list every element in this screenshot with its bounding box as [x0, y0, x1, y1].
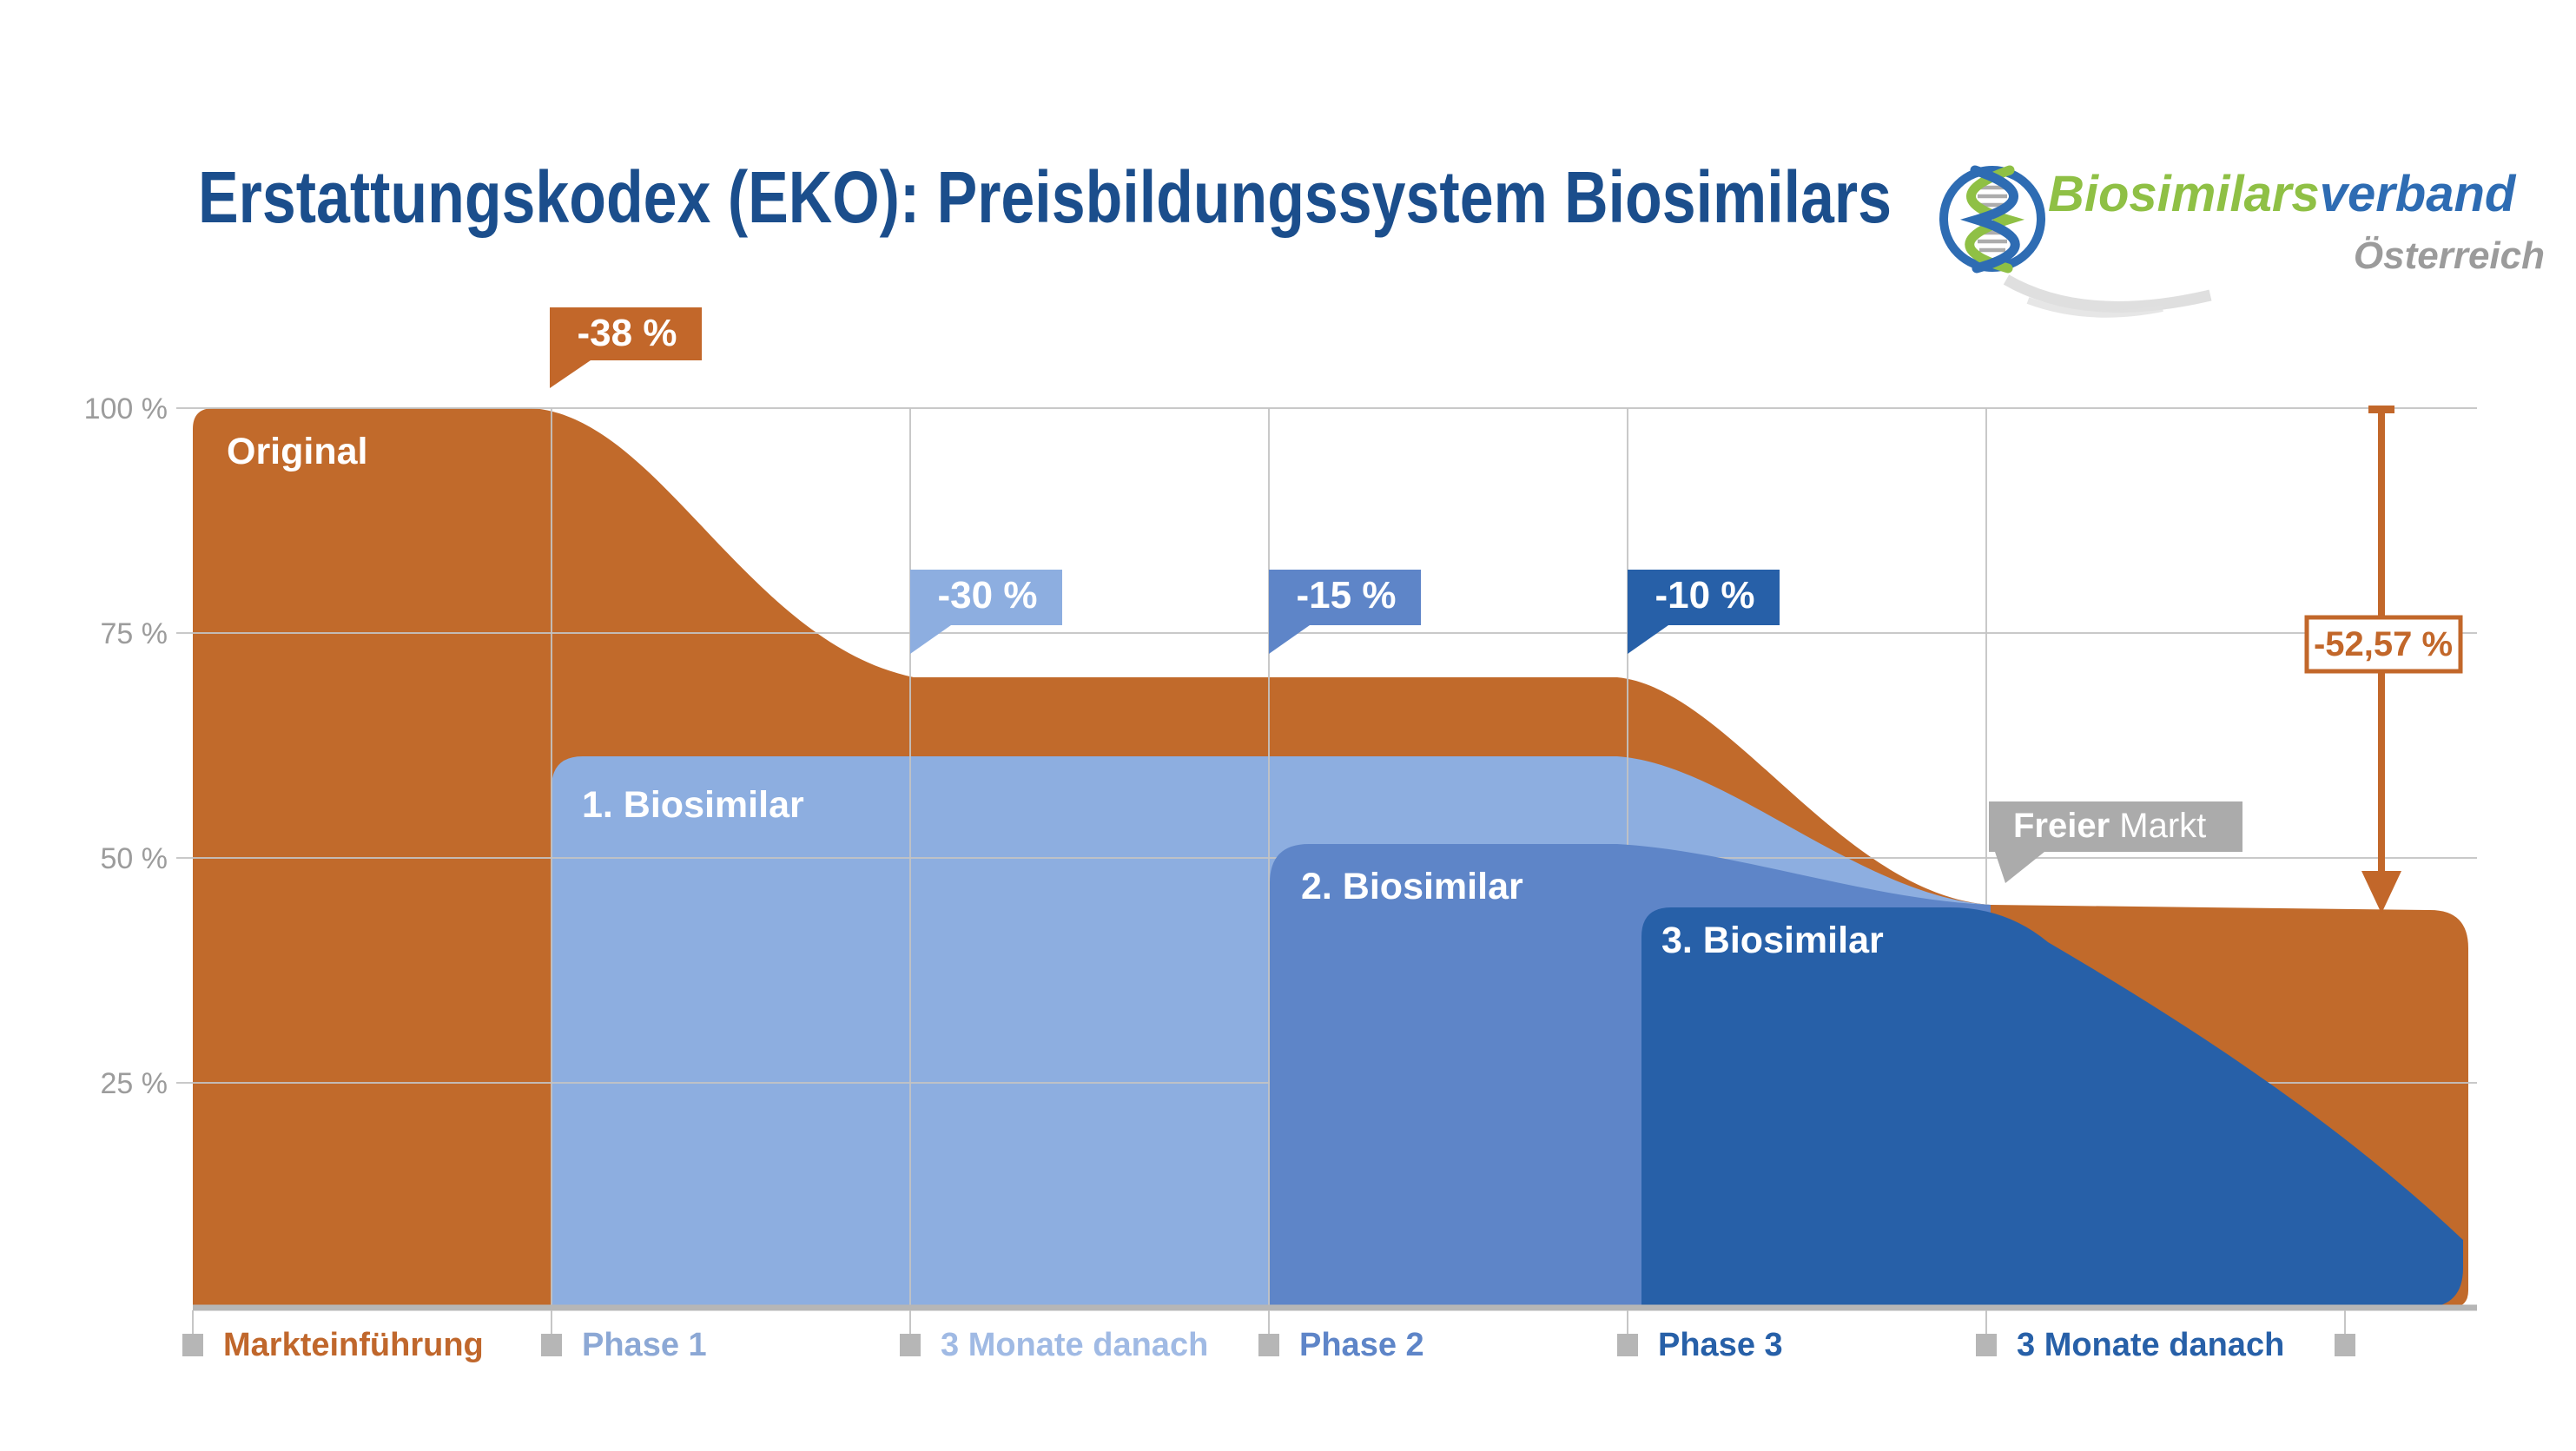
logo-shadow-swoosh-icon	[2003, 274, 2212, 313]
x-label-phase1: Phase 1	[582, 1327, 707, 1363]
arrow-head-icon	[2361, 871, 2401, 913]
y-label-75: 75 %	[101, 617, 168, 650]
x-label-markteinfuehrung: Markteinführung	[223, 1327, 484, 1363]
tick-phase1	[541, 1310, 562, 1356]
callout-10: -10 %	[1628, 570, 1780, 654]
callout-38-text: -38 %	[578, 312, 677, 354]
area-labels: Original 1. Biosimilar 2. Biosimilar 3. …	[227, 431, 1884, 961]
label-biosimilar-3: 3. Biosimilar	[1661, 920, 1884, 961]
free-market-callout: Freier Markt	[1989, 801, 2242, 883]
callout-38-bubble	[550, 307, 702, 388]
tick-phase3	[1617, 1310, 1638, 1356]
x-label-3monate-1: 3 Monate danach	[941, 1327, 1208, 1363]
area-biosimilar-3	[1641, 907, 2463, 1308]
y-label-25: 25 %	[101, 1067, 168, 1100]
label-original: Original	[227, 431, 367, 472]
dna-strand-green-icon	[1965, 165, 2025, 274]
callout-10-bubble	[1628, 570, 1780, 654]
tick-markteinfuehrung	[182, 1310, 203, 1356]
tick-phase2	[1258, 1310, 1279, 1356]
tick-3monate-2	[1976, 1310, 1997, 1356]
free-market-word1: Freier	[2013, 807, 2119, 845]
x-label-phase2: Phase 2	[1299, 1327, 1424, 1363]
callout-10-text: -10 %	[1655, 574, 1755, 617]
logo-wordmark: Biosimilarsverband	[2048, 166, 2517, 222]
free-market-word2: Markt	[2119, 807, 2206, 845]
x-axis-ticks	[182, 1310, 2355, 1356]
free-market-text: Freier Markt	[2013, 807, 2206, 845]
x-axis-labels: Markteinführung Phase 1 3 Monate danach …	[223, 1327, 2284, 1363]
y-axis-labels: 100 % 75 % 50 % 25 %	[84, 392, 168, 1100]
callout-30-bubble	[910, 570, 1062, 654]
tick-end	[2335, 1310, 2355, 1356]
y-label-100: 100 %	[84, 392, 168, 425]
x-label-3monate-2: 3 Monate danach	[2017, 1327, 2284, 1363]
callout-38: -38 %	[550, 307, 702, 388]
label-biosimilar-1: 1. Biosimilar	[582, 784, 804, 826]
callout-30: -30 %	[910, 570, 1062, 654]
total-reduction-annotation: -52,57 %	[2304, 406, 2463, 913]
logo-wordmark-biosimilars: Biosimilars	[2048, 166, 2320, 222]
free-market-bubble	[1989, 801, 2242, 883]
logo: Biosimilarsverband Österreich	[1939, 165, 2545, 318]
logo-shadow-swoosh2-icon	[2026, 297, 2163, 318]
y-label-50: 50 %	[101, 842, 168, 875]
dna-strand-blue-icon	[1959, 165, 2020, 274]
total-reduction-box	[2304, 615, 2463, 674]
label-biosimilar-2: 2. Biosimilar	[1301, 866, 1523, 907]
x-label-phase3: Phase 3	[1658, 1327, 1783, 1363]
page-title: Erstattungskodex (EKO): Preisbildungssys…	[198, 156, 1892, 238]
callout-15-bubble	[1269, 570, 1421, 654]
logo-wordmark-verband: verband	[2320, 166, 2517, 222]
tick-3monate-1	[900, 1310, 921, 1356]
callout-15: -15 %	[1269, 570, 1421, 654]
total-reduction-text: -52,57 %	[2314, 625, 2453, 663]
callout-30-text: -30 %	[938, 574, 1038, 617]
logo-subtitle: Österreich	[2354, 234, 2545, 277]
callout-15-text: -15 %	[1297, 574, 1397, 617]
